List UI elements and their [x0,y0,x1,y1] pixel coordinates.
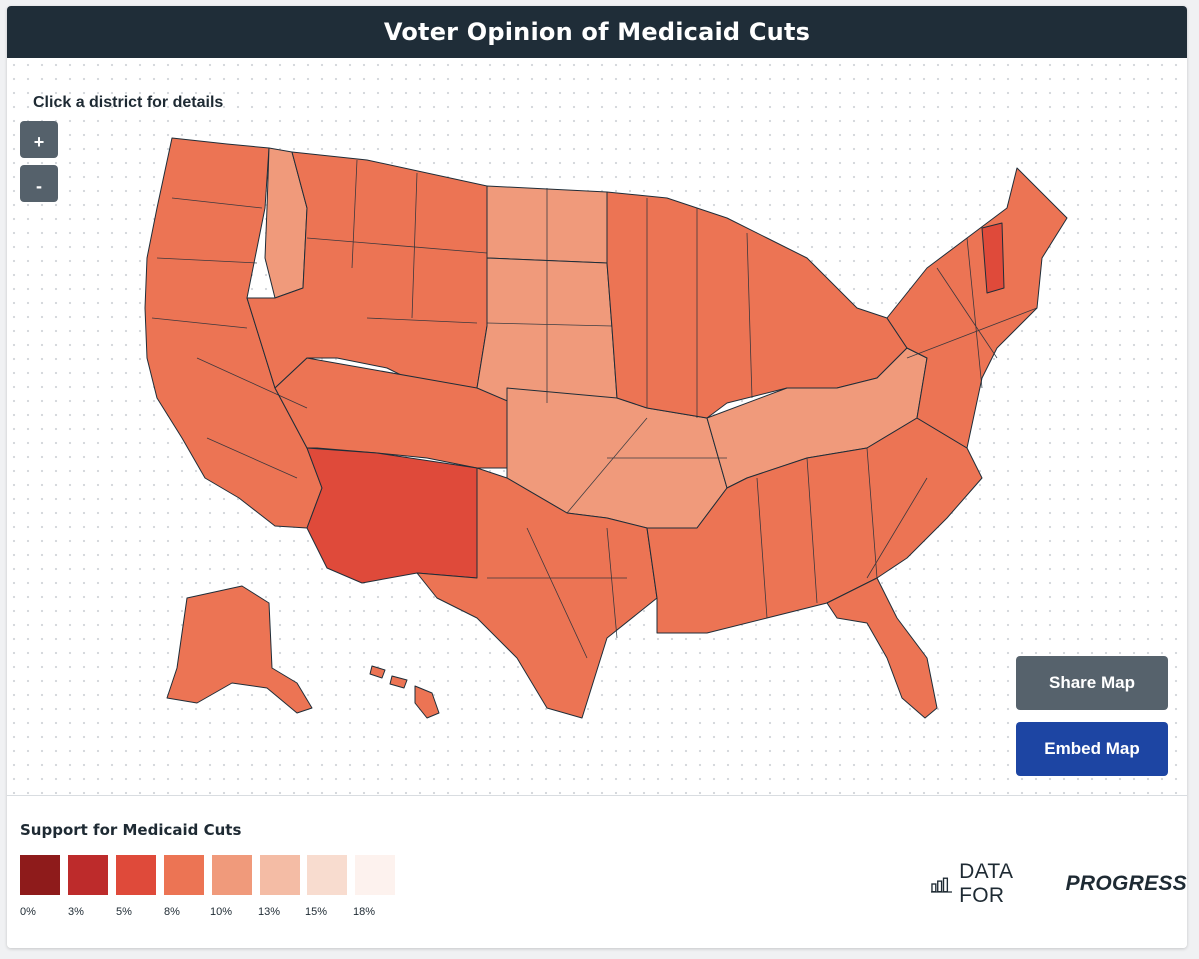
legend-swatch [68,855,108,895]
brand-logo: DATA FOR PROGRESS [931,860,1187,908]
legend-swatch [212,855,252,895]
legend-swatch [260,855,300,895]
zoom-in-button[interactable]: + [20,121,58,158]
region-alaska[interactable] [166,585,313,714]
legend-label: 10% [210,906,233,918]
legend-label: 5% [116,906,132,918]
share-map-button[interactable]: Share Map [1016,656,1168,710]
zoom-out-button[interactable]: - [20,165,58,202]
page-title: Voter Opinion of Medicaid Cuts [7,6,1187,58]
embed-map-button[interactable]: Embed Map [1016,722,1168,776]
legend-swatch [116,855,156,895]
region-southeast[interactable] [646,417,983,634]
legend-label: 18% [353,906,376,918]
legend-title: Support for Medicaid Cuts [20,821,242,839]
region-west-coast[interactable] [144,137,323,529]
map-area[interactable]: Click a district for details + - Share M… [7,58,1187,796]
us-district-map[interactable] [7,58,1187,796]
map-hint: Click a district for details [33,94,224,111]
map-widget: Voter Opinion of Medicaid Cuts [7,6,1187,948]
region-hawaii[interactable] [369,665,440,719]
legend-swatch [307,855,347,895]
legend-label: 13% [258,906,281,918]
brand-text-light: DATA FOR [959,860,1013,907]
bar-chart-icon [931,877,953,893]
region-vermont[interactable] [981,222,1005,294]
legend: Support for Medicaid Cuts 0% 3% 5% 8% 10… [7,796,1187,948]
brand-text-strong: PROGRESS [1065,872,1187,895]
region-texas[interactable] [416,467,658,719]
legend-label: 0% [20,906,36,918]
legend-label: 8% [164,906,180,918]
legend-swatch [355,855,395,895]
legend-label: 3% [68,906,84,918]
district-borders [151,159,1038,659]
legend-swatch [164,855,204,895]
legend-swatch [20,855,60,895]
region-northeast[interactable] [886,167,1068,449]
region-florida[interactable] [826,577,938,719]
legend-label: 15% [305,906,328,918]
region-southwest[interactable] [306,447,483,584]
